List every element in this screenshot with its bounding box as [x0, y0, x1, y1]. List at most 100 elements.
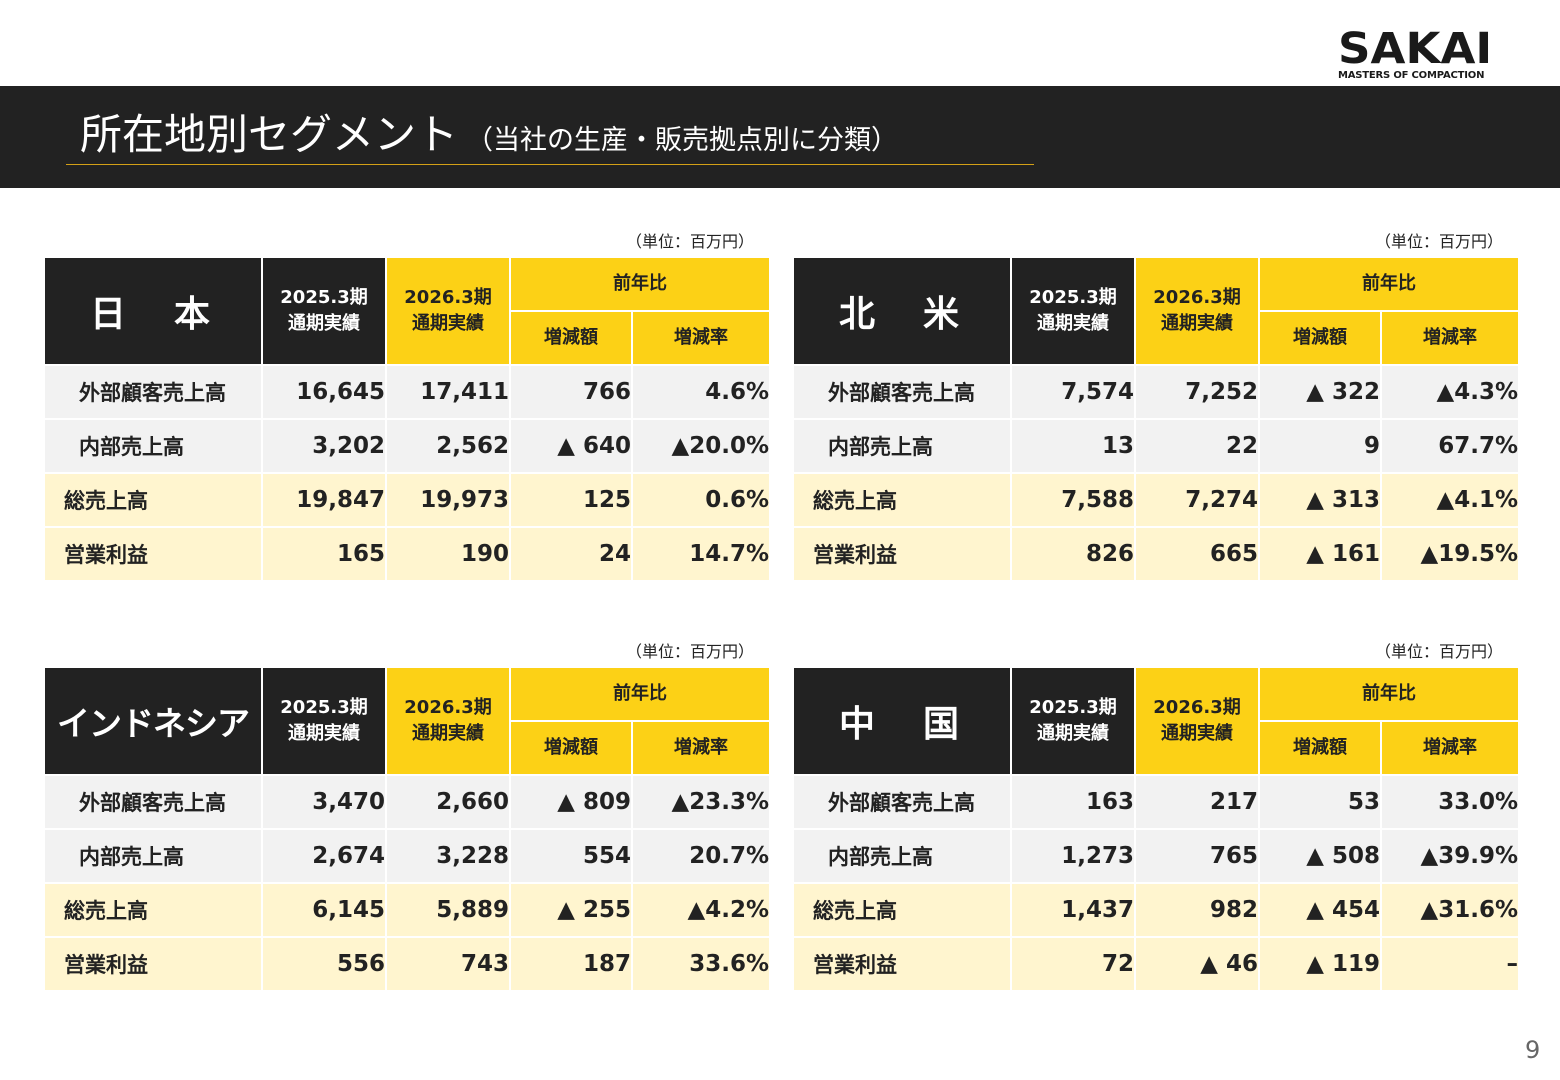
value-rate: ▲23.3% — [633, 776, 769, 828]
value-curr: 190 — [387, 528, 509, 580]
value-rate: ▲4.2% — [633, 884, 769, 936]
value-diff: ▲ 119 — [1260, 938, 1380, 990]
row-total-sales: 総売上高 1,437 982 ▲ 454 ▲31.6% — [794, 884, 1518, 936]
row-label: 内部売上高 — [45, 420, 261, 472]
row-label: 内部売上高 — [45, 830, 261, 882]
row-total-sales: 総売上高 7,588 7,274 ▲ 313 ▲4.1% — [794, 474, 1518, 526]
header-curr-year-line1: 2026.3期 — [1153, 697, 1241, 718]
row-external-sales: 外部顧客売上高 7,574 7,252 ▲ 322 ▲4.3% — [794, 366, 1518, 418]
page-number: 9 — [1525, 1036, 1541, 1064]
value-rate: 20.7% — [633, 830, 769, 882]
header-prev-year-line1: 2025.3期 — [1029, 287, 1117, 308]
title-bar — [0, 86, 1560, 188]
value-curr: 2,562 — [387, 420, 509, 472]
row-label: 総売上高 — [794, 474, 1010, 526]
value-curr: 665 — [1136, 528, 1258, 580]
value-prev: 6,145 — [263, 884, 385, 936]
header-rate: 増減率 — [633, 722, 769, 774]
header-diff: 増減額 — [511, 312, 631, 364]
header-prev-year-line1: 2025.3期 — [280, 287, 368, 308]
value-diff: 9 — [1260, 420, 1380, 472]
header-rate: 増減率 — [1382, 312, 1518, 364]
header-prev-year-line1: 2025.3期 — [280, 697, 368, 718]
value-curr: 2,660 — [387, 776, 509, 828]
value-diff: ▲ 255 — [511, 884, 631, 936]
value-curr: 22 — [1136, 420, 1258, 472]
header-diff: 増減額 — [511, 722, 631, 774]
page-title-main: 所在地別セグメント — [80, 110, 459, 159]
header-prev-year: 2025.3期 通期実績 — [1012, 668, 1134, 774]
row-label: 内部売上高 — [794, 830, 1010, 882]
row-label: 営業利益 — [794, 528, 1010, 580]
header-diff: 増減額 — [1260, 722, 1380, 774]
value-curr: 982 — [1136, 884, 1258, 936]
value-prev: 556 — [263, 938, 385, 990]
row-label: 外部顧客売上高 — [794, 776, 1010, 828]
value-rate: – — [1382, 938, 1518, 990]
value-diff: 53 — [1260, 776, 1380, 828]
page-title-sub: （当社の生産・販売拠点別に分類） — [466, 125, 899, 156]
header-curr-year-line1: 2026.3期 — [404, 697, 492, 718]
region-name: 日 本 — [45, 258, 261, 364]
header-prev-year-line2: 通期実績 — [288, 723, 360, 744]
value-rate: 4.6% — [633, 366, 769, 418]
header-curr-year-line1: 2026.3期 — [1153, 287, 1241, 308]
logo-wordmark: SAKAI — [1338, 24, 1493, 74]
value-rate: ▲31.6% — [1382, 884, 1518, 936]
table-china: 中 国 2025.3期 通期実績 2026.3期 通期実績 前年比 増減額 増減… — [792, 666, 1520, 992]
row-label: 営業利益 — [45, 938, 261, 990]
value-curr: 7,274 — [1136, 474, 1258, 526]
value-prev: 163 — [1012, 776, 1134, 828]
value-prev: 165 — [263, 528, 385, 580]
value-diff: 554 — [511, 830, 631, 882]
value-prev: 7,574 — [1012, 366, 1134, 418]
value-rate: ▲20.0% — [633, 420, 769, 472]
row-operating-profit: 営業利益 556 743 187 33.6% — [45, 938, 769, 990]
value-rate: ▲4.1% — [1382, 474, 1518, 526]
table-north-america: 北 米 2025.3期 通期実績 2026.3期 通期実績 前年比 増減額 増減… — [792, 256, 1520, 582]
value-curr: 17,411 — [387, 366, 509, 418]
unit-label-china: （単位：百万円） — [1375, 642, 1504, 661]
value-rate: 67.7% — [1382, 420, 1518, 472]
value-diff: 187 — [511, 938, 631, 990]
header-curr-year-line1: 2026.3期 — [404, 287, 492, 308]
header-diff: 増減額 — [1260, 312, 1380, 364]
row-external-sales: 外部顧客売上高 3,470 2,660 ▲ 809 ▲23.3% — [45, 776, 769, 828]
header-prev-year: 2025.3期 通期実績 — [1012, 258, 1134, 364]
value-prev: 3,202 — [263, 420, 385, 472]
value-prev: 3,470 — [263, 776, 385, 828]
row-external-sales: 外部顧客売上高 16,645 17,411 766 4.6% — [45, 366, 769, 418]
row-label: 営業利益 — [794, 938, 1010, 990]
value-rate: ▲19.5% — [1382, 528, 1518, 580]
value-rate: 33.6% — [633, 938, 769, 990]
header-curr-year-line2: 通期実績 — [1161, 723, 1233, 744]
sakai-logo: SAKAI MASTERS OF COMPACTION — [1338, 28, 1508, 82]
unit-label-north-america: （単位：百万円） — [1375, 232, 1504, 251]
header-yoy: 前年比 — [1260, 668, 1518, 720]
value-diff: ▲ 640 — [511, 420, 631, 472]
value-diff: ▲ 454 — [1260, 884, 1380, 936]
value-diff: ▲ 809 — [511, 776, 631, 828]
value-diff: 766 — [511, 366, 631, 418]
value-diff: 125 — [511, 474, 631, 526]
value-prev: 16,645 — [263, 366, 385, 418]
value-prev: 13 — [1012, 420, 1134, 472]
unit-label-japan: （単位：百万円） — [626, 232, 755, 251]
row-label: 外部顧客売上高 — [45, 776, 261, 828]
value-curr: 7,252 — [1136, 366, 1258, 418]
unit-label-indonesia: （単位：百万円） — [626, 642, 755, 661]
header-yoy: 前年比 — [511, 258, 769, 310]
value-curr: 3,228 — [387, 830, 509, 882]
logo-tagline: MASTERS OF COMPACTION — [1338, 70, 1485, 81]
header-prev-year-line1: 2025.3期 — [1029, 697, 1117, 718]
value-prev: 7,588 — [1012, 474, 1134, 526]
value-prev: 2,674 — [263, 830, 385, 882]
row-label: 総売上高 — [45, 884, 261, 936]
value-curr: 217 — [1136, 776, 1258, 828]
table-japan: 日 本 2025.3期 通期実績 2026.3期 通期実績 前年比 増減額 増減… — [43, 256, 771, 582]
value-diff: ▲ 313 — [1260, 474, 1380, 526]
header-curr-year-line2: 通期実績 — [412, 723, 484, 744]
header-yoy: 前年比 — [511, 668, 769, 720]
value-prev: 72 — [1012, 938, 1134, 990]
value-rate: ▲39.9% — [1382, 830, 1518, 882]
